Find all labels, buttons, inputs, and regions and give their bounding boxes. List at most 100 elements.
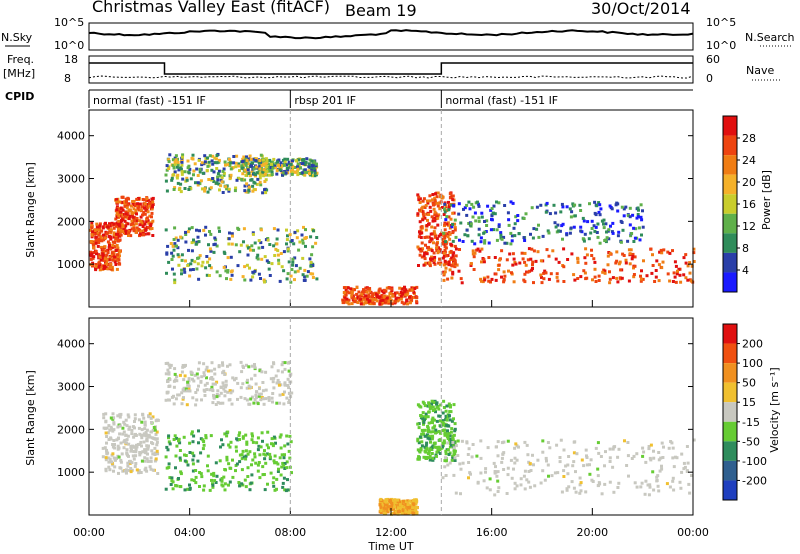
echo-cell [632,273,636,276]
echo-cell [507,269,510,273]
colorbar-segment [723,272,737,292]
echo-cell [559,438,563,442]
echo-cell [212,250,216,254]
echo-cell [263,255,267,259]
echo-cell [206,156,209,160]
colorbar-tick-label: 50 [742,377,756,390]
echo-cell [165,271,168,275]
echo-cell [657,263,661,267]
echo-cell [285,396,289,400]
echo-cell [168,378,172,382]
echo-cell [499,231,503,235]
echo-cell [578,203,582,207]
colorbar-segment [723,233,737,253]
echo-cell [599,455,603,458]
echo-cell [207,243,210,247]
echo-cell [279,252,283,255]
echo-cell [138,442,142,446]
echo-cell [144,466,148,470]
echo-cell [254,165,258,169]
echo-cell [422,415,425,419]
echo-cell [432,251,436,255]
echo-cell [442,251,446,255]
echo-cell [271,442,275,446]
echo-cell [117,255,120,258]
echo-cell [186,230,190,234]
echo-cell [187,188,191,191]
echo-cell [147,444,150,448]
echo-cell [443,270,447,274]
echo-cell [185,389,189,393]
echo-cell [145,469,149,473]
echo-cell [227,398,231,402]
echo-cell [127,468,131,472]
echo-cell [194,391,198,394]
echo-cell [134,447,138,451]
echo-cell [227,462,231,466]
echo-cell [622,207,626,211]
power-echoes [89,152,696,306]
echo-cell [684,261,688,265]
echo-cell [180,272,183,276]
echo-cell [667,446,671,450]
echo-cell [137,418,141,422]
echo-cell [207,274,211,277]
echo-cell [562,469,566,473]
echo-cell [431,198,435,202]
echo-cell [438,207,442,211]
echo-cell [264,238,268,242]
echo-cell [118,200,122,204]
echo-cell [446,463,450,467]
echo-cell [511,263,515,267]
echo-cell [129,449,133,453]
echo-cell [189,187,193,191]
echo-cell [437,430,441,433]
echo-cell [191,458,195,462]
echo-cell [211,177,215,180]
echo-cell [251,275,255,279]
echo-cell [452,403,456,407]
echo-cell [275,381,279,385]
echo-cell [424,228,428,232]
echo-cell [155,430,159,434]
echo-cell [174,236,178,240]
echo-cell [308,158,312,162]
echo-cell [256,177,260,181]
echo-cell [656,484,660,488]
echo-cell [463,233,467,237]
echo-cell [617,481,621,485]
echo-cell [345,300,349,304]
echo-cell [418,201,422,204]
echo-cell [139,215,143,219]
echo-cell [433,199,437,203]
echo-cell [513,446,517,450]
colorbar-tick-label: 28 [742,132,756,145]
echo-cell [181,155,184,159]
echo-cell [246,190,250,194]
echo-cell [105,257,109,261]
echo-cell [176,253,180,257]
echo-cell [112,456,116,460]
echo-cell [571,202,575,206]
echo-cell [471,443,475,446]
echo-cell [308,172,311,176]
echo-cell [393,294,397,298]
echo-cell [150,211,154,215]
echo-cell [589,231,593,235]
echo-cell [187,171,191,175]
echo-cell [486,275,490,279]
echo-cell [531,267,534,270]
echo-cell [206,190,210,194]
echo-cell [199,379,203,383]
echo-cell [384,500,388,504]
echo-cell [108,468,112,472]
echo-cell [422,420,426,424]
echo-cell [500,460,504,464]
echo-cell [512,280,516,284]
echo-cell [371,295,374,299]
echo-cell [281,173,284,177]
echo-cell [195,267,199,271]
echo-cell [211,382,215,386]
echo-cell [426,452,430,456]
echo-cell [177,393,181,397]
